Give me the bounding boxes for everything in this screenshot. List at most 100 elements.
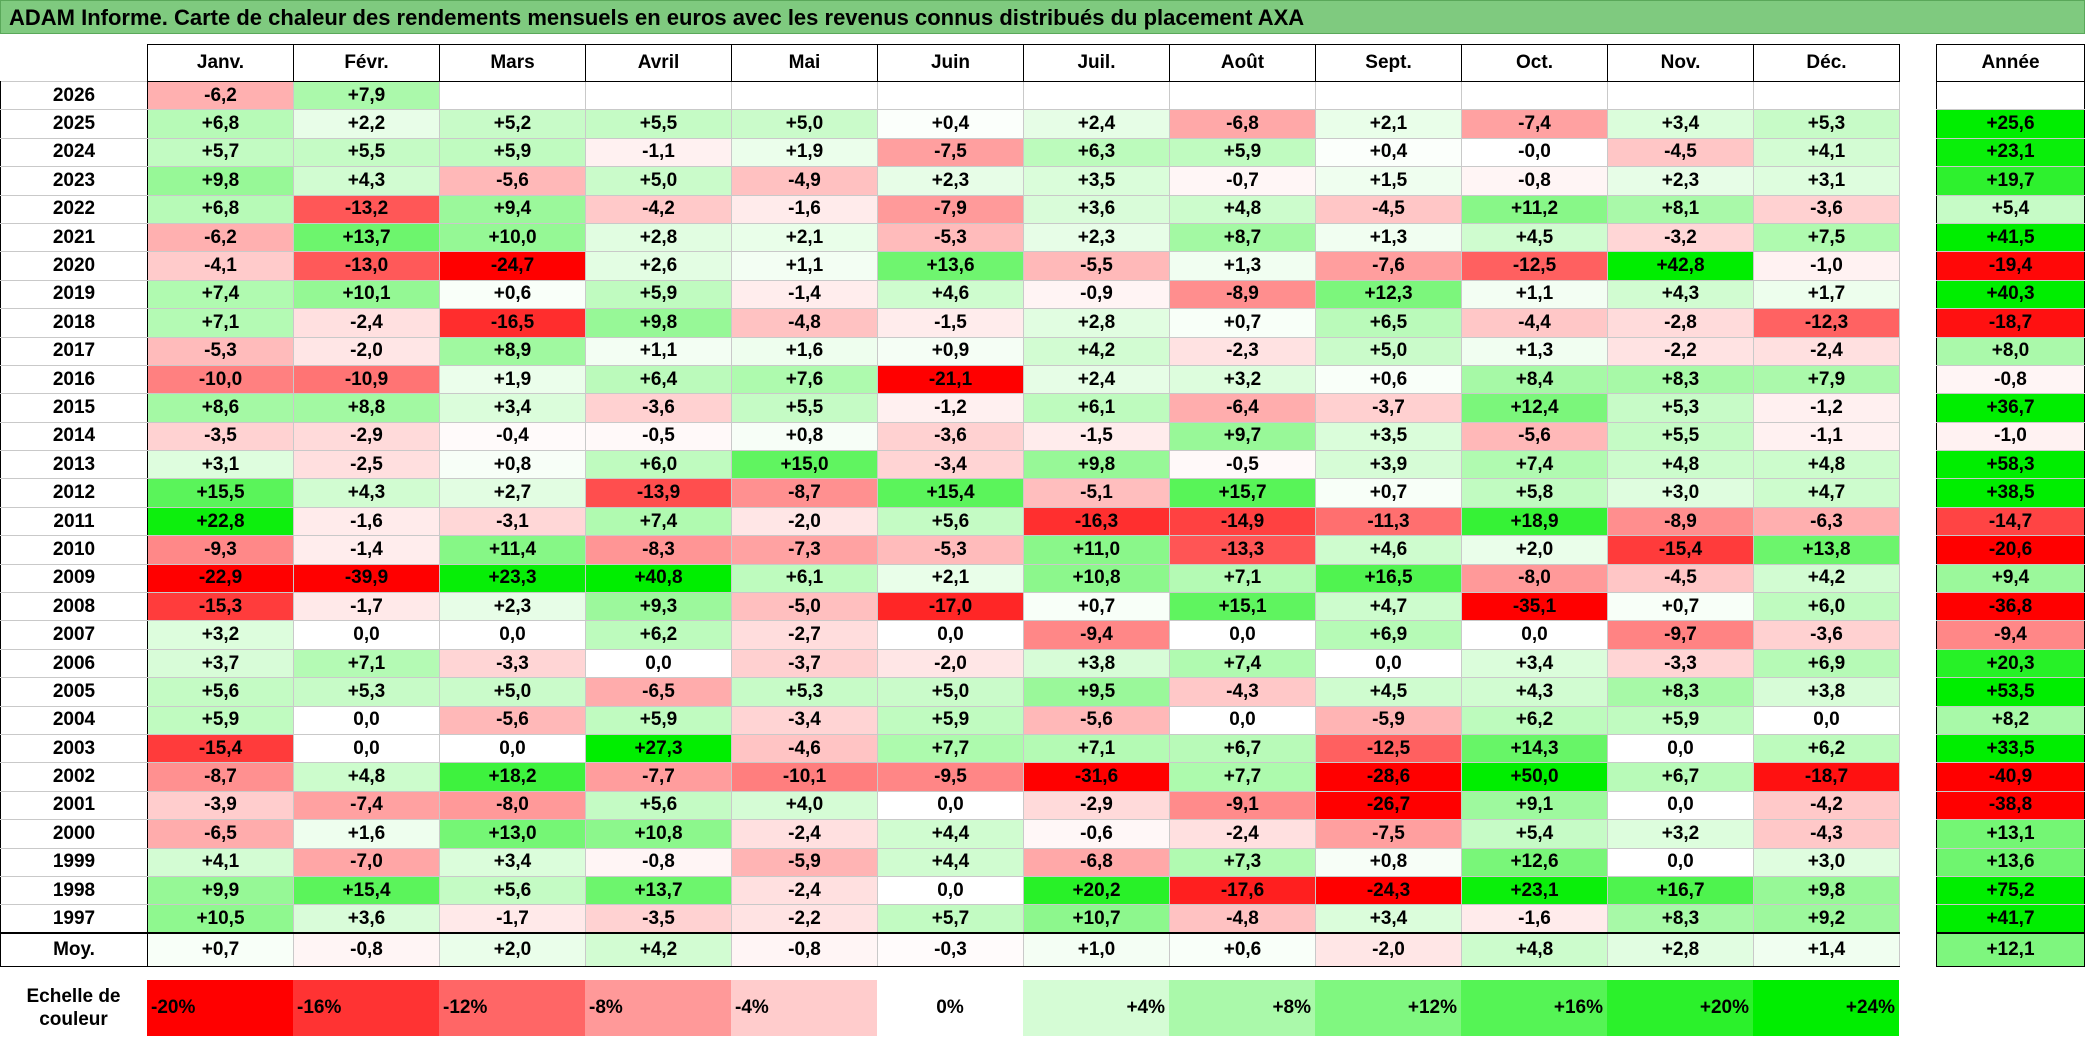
heat-cell: +1,9	[731, 137, 878, 168]
heat-cell: +7,9	[1753, 364, 1900, 395]
heat-cell: +9,2	[1753, 904, 1900, 934]
heat-cell: +2,3	[1023, 222, 1170, 253]
table-row: 2010 -9,3 -1,4 +11,4 -8,3 -7,3 -5,3 +11,0 -13,3 +…	[0, 535, 2085, 565]
heat-cell: +9,8	[147, 166, 294, 196]
heat-cell: +5,5	[731, 393, 878, 423]
heat-cell: -6,8	[1023, 847, 1170, 877]
heat-cell: +5,8	[1461, 478, 1608, 508]
heat-cell: -3,6	[877, 421, 1024, 452]
heat-cell: -4,6	[731, 733, 878, 764]
average-cell: -2,0	[1315, 932, 1462, 967]
year-label: 2004	[0, 705, 148, 735]
heat-cell: +0,7	[1169, 308, 1316, 338]
heat-cell: +4,3	[1607, 279, 1754, 310]
heat-cell: -11,3	[1315, 506, 1462, 537]
heat-cell: 0,0	[293, 705, 440, 735]
heat-cell: +5,6	[439, 875, 586, 906]
heat-cell: -8,7	[731, 478, 878, 508]
average-label: Moy.	[0, 932, 148, 967]
heat-cell	[1023, 80, 1170, 111]
heat-cell: -3,6	[1753, 620, 1900, 650]
scale-swatch: +4%	[1023, 980, 1169, 1036]
heat-cell: +6,1	[1023, 393, 1170, 423]
column-gap	[1899, 649, 1937, 678]
heat-cell: +12,6	[1461, 847, 1608, 877]
table-row: 2007 +3,2 0,0 0,0 +6,2 -2,7 0,0 -9,4 0,0 +6,9 0,0-…	[0, 620, 2085, 650]
annual-cell: +38,5	[1936, 478, 2085, 508]
year-label: 2015	[0, 393, 148, 423]
heat-cell: -6,2	[147, 80, 294, 111]
annual-cell: -36,8	[1936, 592, 2085, 622]
heat-cell: -1,1	[585, 137, 732, 168]
heat-cell: -1,5	[1023, 421, 1170, 452]
heat-cell: +3,2	[1607, 819, 1754, 849]
heat-cell: +9,1	[1461, 790, 1608, 821]
heat-cell: +6,8	[147, 109, 294, 139]
table-row: 2018 +7,1 -2,4 -16,5 +9,8 -4,8 -1,5 +2,8 +0,7 +6,…	[0, 308, 2085, 338]
column-gap	[1899, 280, 1937, 309]
heat-cell: +10,7	[1023, 904, 1170, 934]
heat-cell: -22,9	[147, 563, 294, 594]
heat-cell: 0,0	[877, 620, 1024, 650]
heat-cell: -2,5	[293, 450, 440, 480]
heat-cell: +4,3	[1461, 677, 1608, 707]
column-gap	[1899, 762, 1937, 792]
heat-cell: 0,0	[1607, 790, 1754, 821]
heat-cell: -15,3	[147, 592, 294, 622]
year-label: 2001	[0, 790, 148, 821]
heat-cell: +8,8	[293, 393, 440, 423]
annual-cell: -40,9	[1936, 762, 2085, 792]
heat-cell: +5,3	[1753, 109, 1900, 139]
heat-cell: +15,0	[731, 450, 878, 480]
column-gap	[1899, 166, 1937, 196]
heat-cell: -2,4	[1753, 336, 1900, 366]
table-row: 2023 +9,8 +4,3 -5,6 +5,0 -4,9 +2,3 +3,5 -0,7 +1,5…	[0, 166, 2085, 196]
heat-cell: -3,1	[439, 506, 586, 537]
table-row: 2025 +6,8 +2,2 +5,2 +5,5 +5,0 +0,4 +2,4 -6,8 +2,1…	[0, 109, 2085, 139]
heat-cell: +5,6	[877, 506, 1024, 537]
table-row: 2008 -15,3 -1,7 +2,3 +9,3 -5,0 -17,0 +0,7 +15,1 +…	[0, 592, 2085, 622]
heat-cell: 0,0	[1461, 620, 1608, 650]
heat-cell: +0,7	[1315, 478, 1462, 508]
heat-cell: +2,4	[1023, 364, 1170, 395]
heat-cell: -9,1	[1169, 790, 1316, 821]
year-label: 2013	[0, 450, 148, 480]
table-row: 2022 +6,8 -13,2 +9,4 -4,2 -1,6 -7,9 +3,6 +4,8 -4,…	[0, 194, 2085, 224]
heat-cell: +9,8	[585, 308, 732, 338]
table-row: 2016 -10,0 -10,9 +1,9 +6,4 +7,6 -21,1 +2,4 +3,2 +…	[0, 364, 2085, 395]
heat-cell: +2,6	[585, 251, 732, 281]
heat-cell: +5,9	[1169, 137, 1316, 168]
heat-cell: -17,6	[1169, 875, 1316, 906]
heat-cell: +4,6	[877, 279, 1024, 310]
column-gap	[1899, 223, 1937, 252]
column-gap	[1899, 251, 1937, 281]
heat-cell: -28,6	[1315, 762, 1462, 792]
average-cell: +0,6	[1169, 932, 1316, 967]
heat-cell: +1,9	[439, 364, 586, 395]
month-header: Janv.	[147, 44, 294, 82]
heat-cell: -8,9	[1169, 279, 1316, 310]
heat-cell: +7,4	[1461, 450, 1608, 480]
year-label: 2020	[0, 251, 148, 281]
year-label: 2008	[0, 592, 148, 622]
heat-cell: -7,5	[1315, 819, 1462, 849]
year-label: 2016	[0, 364, 148, 395]
heat-cell: -1,7	[439, 904, 586, 934]
heat-cell: +1,1	[585, 336, 732, 366]
scale-swatch: 0%	[877, 980, 1023, 1036]
heat-cell: +1,3	[1315, 222, 1462, 253]
heat-cell: -1,1	[1753, 421, 1900, 452]
heat-cell: +3,6	[1023, 194, 1170, 224]
heat-cell: -3,5	[585, 904, 732, 934]
heat-cell: +8,3	[1607, 364, 1754, 395]
heat-cell: -9,5	[877, 762, 1024, 792]
heat-cell: +20,2	[1023, 875, 1170, 906]
heat-cell: +4,1	[1753, 137, 1900, 168]
average-cell: -0,8	[731, 932, 878, 967]
annual-cell: +36,7	[1936, 393, 2085, 423]
month-header: Sept.	[1315, 44, 1462, 82]
month-header: Août	[1169, 44, 1316, 82]
heat-cell: -8,7	[147, 762, 294, 792]
heat-cell: +6,0	[1753, 592, 1900, 622]
heat-cell: -6,5	[147, 819, 294, 849]
